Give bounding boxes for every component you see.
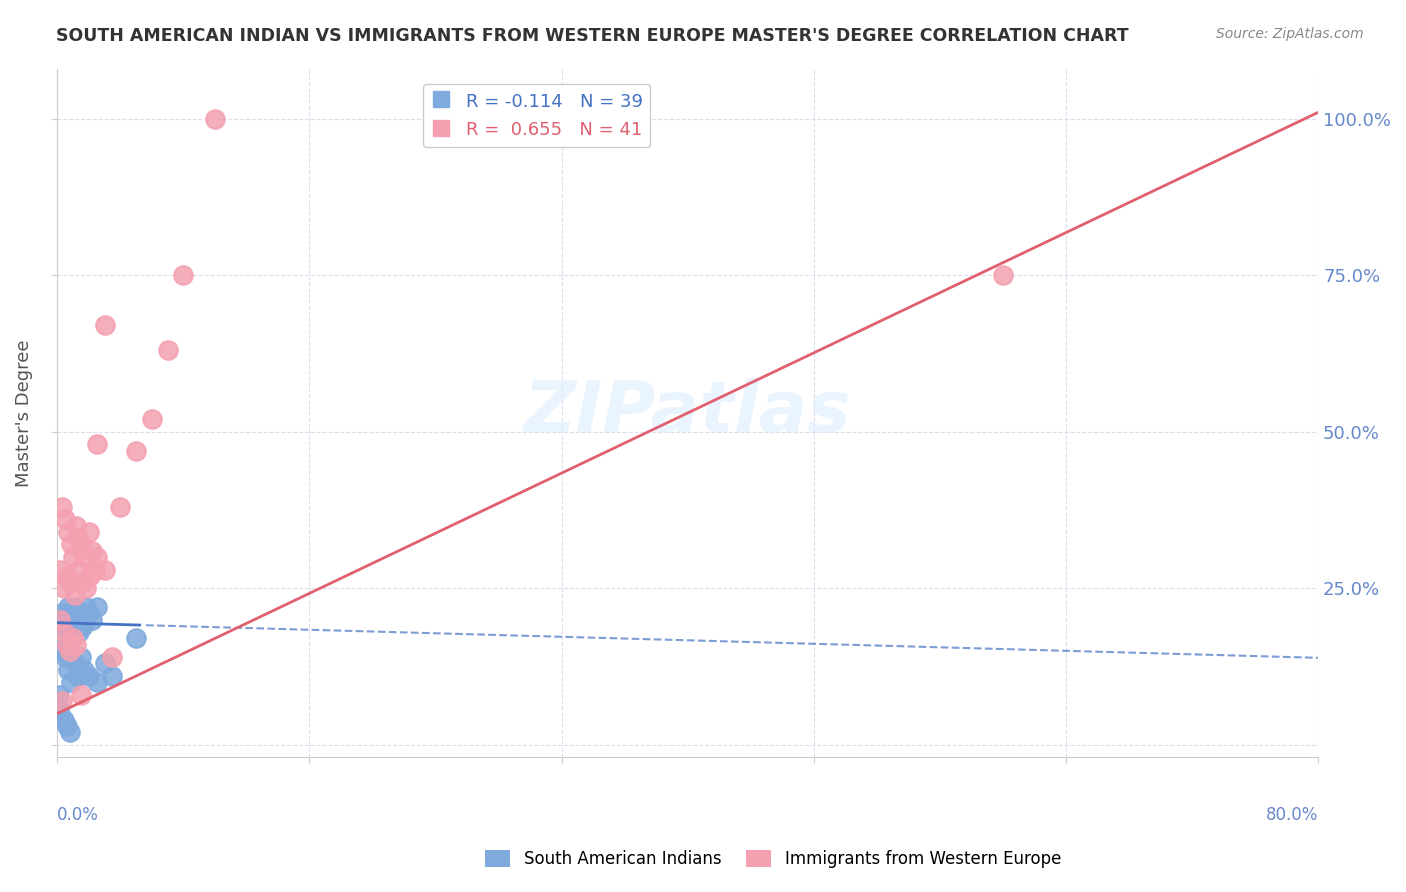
Point — [73, 549, 96, 564]
Point — [67, 625, 90, 640]
Point — [70, 537, 93, 551]
Point — [53, 650, 76, 665]
Point — [63, 588, 86, 602]
Point — [72, 619, 94, 633]
Point — [58, 663, 80, 677]
Point — [172, 268, 194, 283]
Text: SOUTH AMERICAN INDIAN VS IMMIGRANTS FROM WESTERN EUROPE MASTER'S DEGREE CORRELAT: SOUTH AMERICAN INDIAN VS IMMIGRANTS FROM… — [56, 27, 1129, 45]
Point — [59, 575, 82, 590]
Point — [51, 500, 73, 514]
Point — [80, 613, 103, 627]
Point — [48, 688, 70, 702]
Point — [86, 675, 108, 690]
Point — [125, 632, 148, 646]
Y-axis label: Master's Degree: Master's Degree — [15, 339, 32, 487]
Point — [70, 650, 93, 665]
Point — [156, 343, 179, 358]
Point — [55, 719, 77, 733]
Point — [73, 663, 96, 677]
Point — [80, 543, 103, 558]
Point — [75, 582, 97, 596]
Point — [93, 657, 115, 671]
Point — [59, 613, 82, 627]
Legend: R = -0.114   N = 39, R =  0.655   N = 41: R = -0.114 N = 39, R = 0.655 N = 41 — [423, 85, 650, 146]
Point — [70, 688, 93, 702]
Point — [58, 600, 80, 615]
Point — [66, 669, 89, 683]
Point — [65, 600, 87, 615]
Point — [125, 443, 148, 458]
Point — [51, 607, 73, 621]
Point — [60, 537, 83, 551]
Point — [93, 318, 115, 333]
Point — [49, 706, 72, 721]
Legend: South American Indians, Immigrants from Western Europe: South American Indians, Immigrants from … — [479, 843, 1067, 875]
Point — [49, 619, 72, 633]
Point — [48, 700, 70, 714]
Point — [73, 613, 96, 627]
Point — [75, 600, 97, 615]
Point — [66, 613, 89, 627]
Point — [77, 524, 100, 539]
Point — [59, 725, 82, 739]
Text: 0.0%: 0.0% — [58, 805, 100, 823]
Point — [86, 600, 108, 615]
Point — [72, 575, 94, 590]
Text: ZIPatlas: ZIPatlas — [524, 378, 852, 448]
Point — [60, 625, 83, 640]
Point — [59, 644, 82, 658]
Point — [49, 562, 72, 576]
Point — [55, 638, 77, 652]
Point — [70, 607, 93, 621]
Point — [110, 500, 132, 514]
Point — [62, 607, 84, 621]
Point — [84, 562, 107, 576]
Point — [93, 562, 115, 576]
Point — [204, 112, 226, 126]
Point — [67, 562, 90, 576]
Point — [86, 437, 108, 451]
Point — [65, 638, 87, 652]
Point — [55, 613, 77, 627]
Point — [49, 613, 72, 627]
Point — [62, 549, 84, 564]
Point — [55, 569, 77, 583]
Point — [101, 669, 124, 683]
Point — [79, 569, 101, 583]
Point — [77, 607, 100, 621]
Point — [62, 632, 84, 646]
Text: 80.0%: 80.0% — [1265, 805, 1319, 823]
Point — [63, 657, 86, 671]
Point — [51, 644, 73, 658]
Point — [58, 524, 80, 539]
Point — [86, 549, 108, 564]
Point — [52, 713, 75, 727]
Point — [52, 632, 75, 646]
Point — [991, 268, 1014, 283]
Text: Source: ZipAtlas.com: Source: ZipAtlas.com — [1216, 27, 1364, 41]
Point — [77, 669, 100, 683]
Point — [53, 512, 76, 526]
Point — [101, 650, 124, 665]
Point — [51, 694, 73, 708]
Point — [66, 531, 89, 545]
Point — [52, 625, 75, 640]
Point — [60, 675, 83, 690]
Point — [141, 412, 163, 426]
Point — [63, 619, 86, 633]
Point — [65, 518, 87, 533]
Point — [53, 619, 76, 633]
Point — [52, 582, 75, 596]
